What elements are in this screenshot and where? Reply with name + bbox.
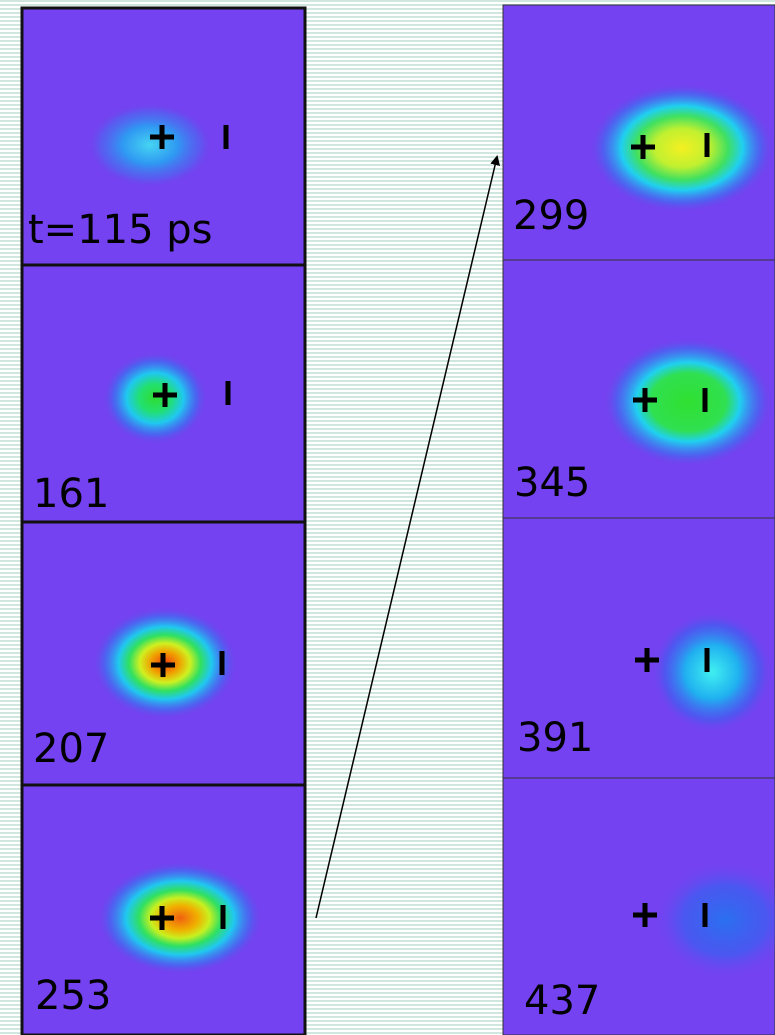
slide: t=115 ps 161 207 253 299 345 391: [0, 0, 775, 1035]
frame-label: 161: [33, 471, 109, 517]
frame-label: 437: [524, 978, 600, 1024]
frame-label: 207: [33, 726, 109, 772]
frame-label: t=115 ps: [28, 207, 213, 253]
page: t=115 ps 161 207 253 299 345 391: [0, 0, 775, 1035]
frame: 437: [503, 778, 775, 1035]
frame: 391: [503, 518, 775, 778]
frame: 253: [22, 785, 305, 1035]
frame: 299: [503, 5, 775, 260]
frame-label: 253: [35, 973, 111, 1019]
frame: t=115 ps: [22, 8, 305, 265]
frame: 161: [22, 265, 305, 522]
frame-label: 345: [514, 460, 590, 506]
frame: 345: [503, 260, 775, 518]
frame: 207: [22, 522, 305, 785]
frame-label: 391: [517, 715, 593, 761]
frame-label: 299: [513, 193, 589, 239]
